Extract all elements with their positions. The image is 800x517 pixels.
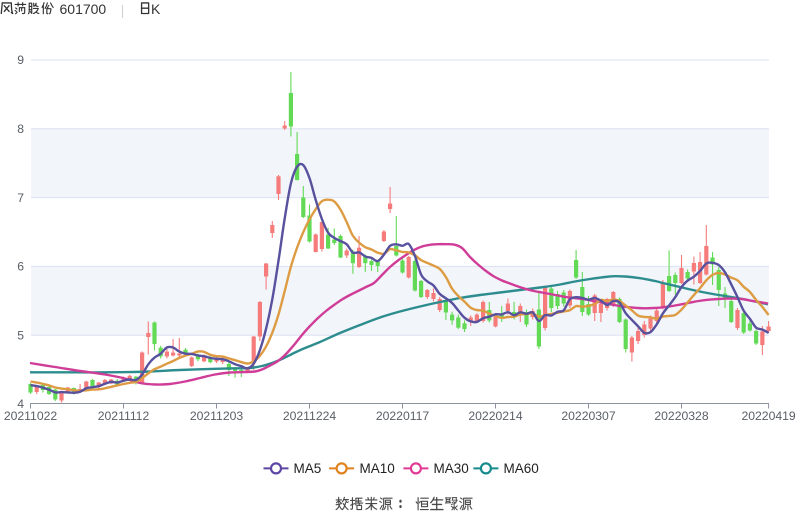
svg-text:9: 9 [17,53,24,67]
svg-text:MA30: MA30 [434,461,469,476]
svg-text:20211112: 20211112 [98,409,150,423]
svg-text:20211022: 20211022 [4,409,58,423]
svg-text:601700: 601700 [60,1,107,17]
svg-text:6: 6 [17,260,24,274]
svg-text:MA60: MA60 [504,461,539,476]
svg-text:20211224: 20211224 [283,409,337,423]
svg-text:MA5: MA5 [294,461,322,476]
svg-text:5: 5 [17,328,24,342]
svg-text:20220117: 20220117 [376,409,430,423]
svg-text:20220214: 20220214 [468,409,522,423]
svg-text:8: 8 [17,122,24,136]
svg-text:K: K [151,1,161,17]
svg-text:20220328: 20220328 [654,409,708,423]
svg-text:20220419: 20220419 [741,409,795,423]
svg-text:7: 7 [17,191,24,205]
svg-text:20211203: 20211203 [190,409,244,423]
svg-text:4: 4 [17,397,24,411]
svg-text:MA10: MA10 [360,461,395,476]
svg-text:20220307: 20220307 [561,409,615,423]
